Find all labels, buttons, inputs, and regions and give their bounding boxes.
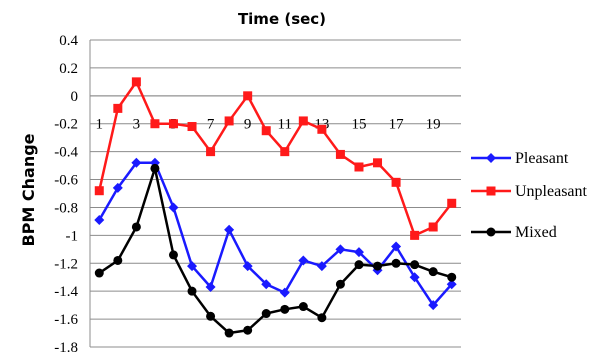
legend-label-unpleasant: Unpleasant: [515, 183, 588, 200]
data-point-mixed: [187, 286, 197, 296]
data-point-mixed: [410, 260, 420, 270]
y-tick-label: 0.4: [59, 33, 78, 49]
data-point-pleasant: [316, 261, 327, 272]
data-point-mixed: [224, 328, 234, 338]
legend-marker-unpleasant: [486, 186, 496, 196]
data-point-pleasant: [205, 281, 216, 292]
data-point-pleasant: [112, 182, 123, 193]
data-point-unpleasant: [206, 147, 216, 157]
y-tick-label: -0.8: [54, 200, 78, 216]
data-point-unpleasant: [410, 230, 420, 240]
chart-title: Time (sec): [238, 10, 326, 28]
data-point-unpleasant: [113, 103, 123, 113]
x-tick-label: 19: [426, 117, 441, 133]
data-point-pleasant: [279, 287, 290, 298]
y-tick-labels: 0.4 0.2 0 -0.2 -0.4 -0.6 -0.8 -1 -1.2 -1.4 -1.6 -1.…: [54, 33, 78, 356]
y-tick-label: -1.4: [54, 284, 78, 300]
data-point-pleasant: [242, 261, 253, 272]
y-tick-label: -1.8: [54, 340, 78, 356]
data-point-pleasant: [224, 224, 235, 235]
data-point-unpleasant: [131, 77, 141, 87]
data-point-mixed: [317, 313, 327, 323]
data-point-pleasant: [335, 244, 346, 255]
data-point-pleasant: [428, 300, 439, 311]
data-point-pleasant: [391, 241, 402, 252]
legend-label-pleasant: Pleasant: [515, 150, 569, 167]
x-tick-label: 15: [351, 117, 366, 133]
y-axis-label: BPM Change: [19, 133, 38, 246]
data-point-pleasant: [409, 272, 420, 283]
legend-item-pleasant: Pleasant: [471, 150, 569, 167]
y-tick-label: 0.2: [59, 61, 78, 77]
data-point-unpleasant: [298, 116, 308, 126]
y-tick-label: -1.2: [54, 256, 78, 272]
series-line-unpleasant: [98, 80, 453, 237]
data-point-mixed: [113, 255, 123, 265]
data-point-unpleasant: [447, 198, 457, 208]
data-point-unpleasant: [243, 91, 253, 101]
series-mixed: [94, 163, 457, 338]
data-point-mixed: [168, 250, 178, 260]
data-point-mixed: [391, 258, 401, 268]
data-point-unpleasant: [261, 126, 271, 136]
data-point-mixed: [280, 304, 290, 314]
x-tick-label: 1: [96, 117, 104, 133]
series-layer: [94, 77, 457, 338]
data-point-unpleasant: [150, 119, 160, 129]
y-tick-label: -1.6: [54, 312, 78, 328]
y-tick-label: -0.6: [54, 173, 78, 189]
data-point-mixed: [335, 279, 345, 289]
data-point-pleasant: [94, 215, 105, 226]
legend-marker-pleasant: [486, 153, 496, 163]
legend-item-mixed: Mixed: [471, 224, 557, 241]
x-tick-label: 7: [207, 117, 215, 133]
data-point-mixed: [447, 272, 457, 282]
data-point-unpleasant: [354, 162, 364, 172]
series-pleasant: [94, 157, 457, 311]
data-point-unpleasant: [280, 147, 290, 157]
data-point-mixed: [261, 309, 271, 319]
y-tick-label: -0.4: [54, 145, 78, 161]
data-point-unpleasant: [168, 119, 178, 129]
data-point-mixed: [354, 260, 364, 270]
series-unpleasant: [94, 77, 457, 240]
data-point-unpleasant: [373, 158, 383, 168]
data-point-mixed: [298, 302, 308, 312]
data-point-pleasant: [187, 261, 198, 272]
legend: Pleasant Unpleasant Mixed: [471, 150, 588, 241]
x-tick-label: 17: [389, 117, 405, 133]
data-point-mixed: [150, 163, 160, 173]
x-tick-label: 3: [133, 117, 141, 133]
data-point-pleasant: [298, 255, 309, 266]
x-tick-label: 11: [278, 117, 292, 133]
y-tick-label: 0: [71, 89, 79, 105]
data-point-mixed: [131, 222, 141, 232]
legend-label-mixed: Mixed: [515, 224, 557, 241]
data-point-unpleasant: [391, 177, 401, 187]
data-point-pleasant: [168, 202, 179, 213]
data-point-mixed: [243, 325, 253, 335]
data-point-unpleasant: [428, 222, 438, 232]
data-point-pleasant: [446, 279, 457, 290]
data-point-unpleasant: [224, 116, 234, 126]
data-point-unpleasant: [335, 149, 345, 159]
legend-marker-mixed: [486, 227, 496, 237]
data-point-pleasant: [131, 157, 142, 168]
grid-layer: [89, 39, 461, 348]
legend-item-unpleasant: Unpleasant: [471, 183, 588, 200]
data-point-pleasant: [353, 247, 364, 258]
data-point-mixed: [94, 268, 104, 278]
data-point-mixed: [428, 267, 438, 277]
data-point-mixed: [373, 261, 383, 271]
data-point-unpleasant: [187, 122, 197, 132]
data-point-unpleasant: [94, 186, 104, 196]
data-point-unpleasant: [317, 124, 327, 134]
y-tick-label: -0.2: [54, 117, 78, 133]
data-point-pleasant: [261, 279, 272, 290]
data-point-mixed: [206, 311, 216, 321]
y-tick-label: -1: [66, 228, 79, 244]
x-tick-label: 9: [244, 117, 252, 133]
